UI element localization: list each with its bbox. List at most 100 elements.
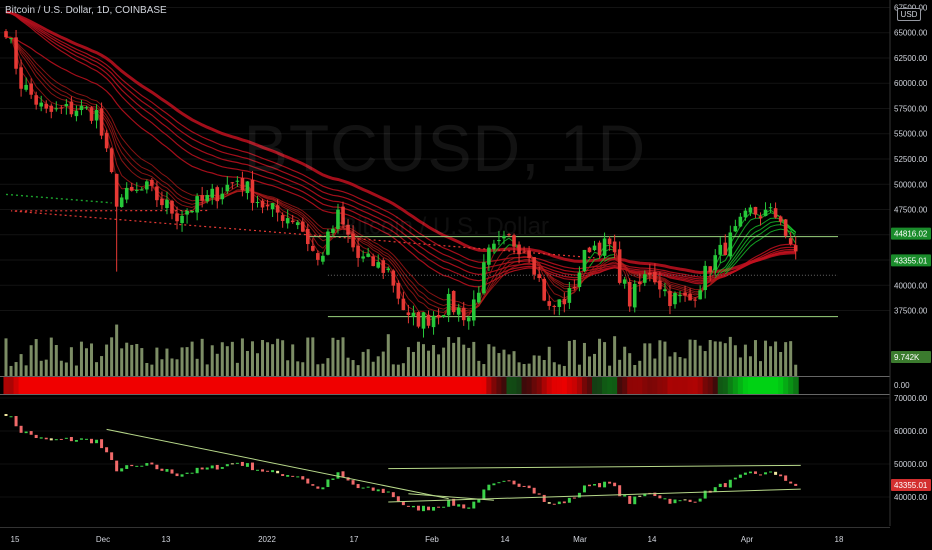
fast-ema-line bbox=[20, 61, 27, 70]
candle-body bbox=[597, 242, 602, 256]
fast-ema-line bbox=[156, 184, 163, 190]
fast-ema-line bbox=[91, 99, 97, 102]
volume-bar bbox=[587, 356, 591, 376]
fast-ema-line bbox=[277, 199, 283, 204]
fast-ema-line bbox=[402, 266, 409, 273]
lower-bar bbox=[668, 498, 672, 504]
fast-ema-line bbox=[720, 260, 726, 264]
fast-ema-line bbox=[50, 83, 57, 88]
volume-bar bbox=[235, 362, 239, 376]
candle-body bbox=[185, 210, 189, 215]
heatmap-cell bbox=[58, 377, 65, 394]
lower-bar bbox=[713, 487, 717, 492]
fast-ema-line bbox=[428, 303, 434, 307]
heatmap-cell bbox=[793, 377, 799, 394]
currency-badge[interactable]: USD bbox=[897, 8, 921, 21]
volume-bar bbox=[522, 364, 526, 376]
fast-ema-line bbox=[739, 241, 746, 250]
heatmap-cell bbox=[642, 377, 648, 394]
price-axis[interactable]: 37500.0040000.0042500.0045000.0047500.00… bbox=[889, 0, 932, 550]
fast-ema-line bbox=[714, 276, 721, 282]
lower-bar bbox=[532, 487, 536, 494]
heatmap-cell bbox=[617, 377, 623, 394]
fast-ema-line bbox=[488, 280, 495, 290]
fast-ema-line bbox=[166, 187, 173, 193]
fast-ema-line bbox=[292, 211, 298, 215]
volume-bar bbox=[115, 324, 119, 376]
fast-ema-line bbox=[609, 258, 615, 262]
fast-ema-line bbox=[664, 284, 671, 293]
fast-ema-line bbox=[56, 96, 62, 100]
volume-bar bbox=[648, 343, 652, 376]
fast-ema-line bbox=[30, 56, 37, 64]
heatmap-cell bbox=[179, 377, 186, 394]
heatmap-cell bbox=[586, 377, 593, 394]
fast-ema-line bbox=[30, 63, 37, 72]
fast-ema-line bbox=[166, 191, 173, 198]
volume-bar bbox=[527, 363, 531, 376]
heatmap-cell bbox=[426, 377, 432, 394]
volume-bar bbox=[185, 347, 189, 376]
volume-bar bbox=[678, 357, 682, 376]
fast-ema-line bbox=[397, 268, 404, 277]
lower-bar bbox=[442, 506, 446, 508]
fast-ema-line bbox=[161, 189, 168, 193]
candle-body bbox=[205, 195, 209, 202]
fast-ema-line bbox=[493, 256, 500, 266]
fast-ema-line bbox=[729, 256, 736, 264]
heatmap-cell bbox=[194, 377, 201, 394]
fast-ema-line bbox=[131, 164, 138, 170]
fast-ema-line bbox=[594, 263, 600, 267]
fast-ema-line bbox=[101, 104, 107, 111]
fast-ema-line bbox=[367, 245, 374, 251]
volume-bar bbox=[331, 337, 335, 376]
candle-body bbox=[275, 205, 280, 213]
candle-body bbox=[492, 243, 496, 250]
candle-body bbox=[572, 287, 577, 289]
fast-ema-line bbox=[297, 213, 304, 219]
fast-ema-line bbox=[161, 173, 168, 178]
lower-bar bbox=[487, 484, 491, 491]
volume-bar bbox=[291, 344, 295, 376]
heatmap-cell bbox=[48, 377, 55, 394]
heatmap-value-label: 0.00 bbox=[894, 381, 910, 390]
fast-ema-line bbox=[669, 287, 676, 290]
heatmap-cell bbox=[778, 377, 784, 394]
fast-ema-line bbox=[166, 183, 173, 189]
lower-bar bbox=[613, 482, 617, 487]
candle-body bbox=[180, 215, 184, 224]
lower-bar bbox=[326, 479, 330, 488]
fast-ema-line bbox=[714, 274, 721, 281]
candle-body bbox=[683, 292, 687, 296]
lower-last-price-label: 43355.01 bbox=[894, 481, 928, 490]
heatmap-cell bbox=[546, 377, 553, 394]
fast-ema-line bbox=[493, 246, 500, 255]
volume-bar bbox=[205, 364, 209, 376]
candle-body bbox=[210, 188, 215, 198]
fast-ema-line bbox=[423, 298, 429, 304]
heatmap-cell bbox=[119, 377, 125, 394]
heatmap-cell bbox=[8, 377, 15, 394]
fast-ema-line bbox=[397, 260, 404, 267]
fast-ema-line bbox=[232, 183, 238, 187]
fast-ema-line bbox=[35, 67, 42, 74]
heatmap-cell bbox=[129, 377, 135, 394]
lower-bar bbox=[225, 464, 229, 467]
lower-bar bbox=[633, 496, 637, 505]
fast-ema-line bbox=[739, 226, 746, 235]
candle-body bbox=[295, 222, 300, 226]
lower-bar bbox=[29, 431, 33, 435]
lower-bar bbox=[723, 483, 727, 488]
heatmap-cell bbox=[320, 377, 326, 394]
volume-bar bbox=[9, 365, 13, 376]
volume-bar bbox=[29, 345, 33, 376]
fast-ema-line bbox=[423, 286, 429, 293]
volume-bar bbox=[593, 353, 597, 376]
time-axis[interactable]: 15 Dec 13 2022 17 Feb 14 Mar 14 Apr 18 bbox=[0, 527, 890, 545]
volume-bar bbox=[547, 346, 551, 376]
fast-ema-line bbox=[750, 236, 756, 241]
heatmap-cell bbox=[566, 377, 573, 394]
fast-ema-line bbox=[740, 251, 746, 258]
fast-ema-line bbox=[352, 231, 359, 237]
candle-body bbox=[386, 268, 391, 271]
